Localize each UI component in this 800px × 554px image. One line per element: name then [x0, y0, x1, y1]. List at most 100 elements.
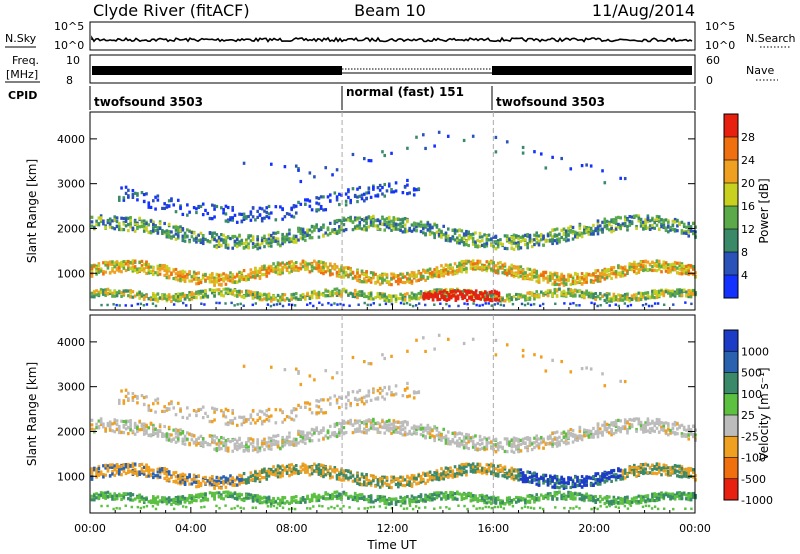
power-cell [195, 240, 198, 244]
power-cell [499, 238, 502, 242]
power-cell [399, 279, 402, 284]
power-cell [235, 289, 239, 294]
power-cell [478, 266, 482, 270]
power-cell [199, 238, 203, 242]
power-cell [356, 199, 359, 204]
power-cell [657, 293, 661, 298]
velocity-cell [120, 430, 123, 434]
velocity-cell [138, 499, 141, 503]
velocity-cell [231, 492, 235, 496]
velocity-cell [152, 425, 155, 430]
velocity-cell [120, 497, 123, 501]
power-cell [133, 265, 137, 269]
power-cell [104, 263, 107, 267]
power-cell [601, 169, 604, 173]
power-cell [304, 263, 307, 268]
power-cell [453, 262, 457, 266]
power-cell [653, 296, 657, 300]
power-cell [360, 280, 364, 284]
velocity-cell [145, 429, 148, 433]
power-cell [440, 264, 443, 268]
power-cell [465, 261, 468, 265]
power-cell [274, 205, 278, 209]
power-cell [535, 290, 539, 294]
power-cell [181, 273, 185, 277]
power-cell [508, 269, 511, 274]
velocity-cell [161, 500, 164, 504]
velocity-cell [142, 427, 146, 431]
power-cell [646, 217, 650, 222]
power-cell [429, 294, 433, 298]
velocity-cell [172, 406, 176, 410]
velocity-cell [215, 407, 219, 412]
power-cell [369, 271, 373, 275]
power-cell [283, 165, 287, 169]
velocity-cell [106, 421, 110, 426]
power-cell [626, 228, 629, 232]
power-cell [390, 299, 393, 303]
power-cell [224, 276, 228, 280]
power-cell [342, 270, 346, 274]
power-cell [306, 229, 309, 233]
power-cell [392, 276, 396, 280]
power-cell [433, 273, 436, 277]
power-cell [130, 304, 133, 307]
power-cell [519, 274, 523, 278]
power-cell [213, 231, 216, 235]
power-cell [224, 291, 228, 295]
power-cell [344, 290, 348, 294]
power-cell [521, 271, 525, 275]
power-cell [415, 294, 418, 298]
power-cell [211, 235, 214, 239]
power-cell [90, 224, 94, 228]
power-cell [145, 265, 148, 269]
power-cell [245, 240, 248, 244]
velocity-cell [108, 474, 112, 478]
power-cell [562, 293, 566, 297]
power-cell [603, 277, 607, 281]
power-cell [651, 226, 654, 230]
power-cell [519, 239, 523, 243]
power-cell [424, 232, 427, 236]
power-cell [435, 291, 439, 295]
velocity-cell [229, 494, 232, 498]
power-cell [335, 265, 339, 269]
velocity-cell [220, 486, 223, 490]
power-cell [136, 270, 139, 275]
power-cell [673, 261, 677, 265]
power-cell [411, 304, 415, 308]
power-cell [165, 203, 169, 208]
power-cell [256, 273, 259, 278]
power-cell [671, 262, 675, 266]
power-cell [403, 184, 407, 189]
power-cell [451, 228, 455, 232]
power-cell [610, 218, 613, 222]
power-cell [131, 259, 135, 263]
velocity-cell [195, 438, 198, 442]
power-cell [199, 240, 203, 244]
power-cell [467, 243, 470, 248]
power-cell [394, 299, 398, 303]
power-cell [446, 272, 450, 276]
power-cell [174, 232, 178, 236]
power-cell [401, 224, 405, 229]
power-cell [290, 293, 294, 297]
power-cell [440, 235, 443, 239]
power-cell [494, 150, 498, 154]
velocity-cell [176, 502, 180, 506]
power-cell [517, 234, 520, 239]
power-cell [265, 266, 269, 270]
velocity-cell [120, 494, 123, 498]
power-cell [99, 219, 103, 224]
y-tick-label: 1000 [57, 267, 85, 280]
velocity-cell [152, 500, 155, 504]
power-cell [285, 268, 289, 273]
power-cell [327, 301, 330, 305]
power-cell [651, 268, 654, 273]
power-cell [249, 218, 253, 222]
power-cell [535, 271, 539, 276]
power-cell [583, 294, 586, 298]
power-cell [524, 295, 527, 300]
velocity-cell [188, 500, 191, 505]
power-cell [288, 238, 291, 242]
